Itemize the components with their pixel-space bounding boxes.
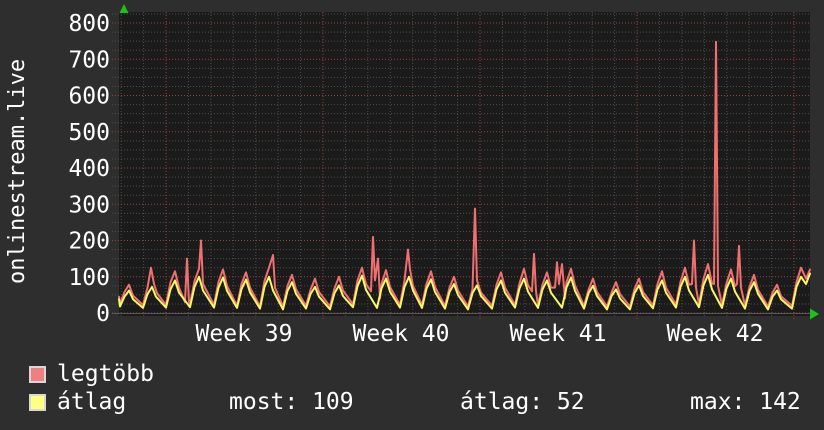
stat-max: max: 142 xyxy=(690,389,801,415)
x-tick-label: Week 41 xyxy=(510,321,607,347)
y-tick-label: 0 xyxy=(96,301,110,327)
y-tick-label: 800 xyxy=(68,11,110,37)
y-tick-label: 200 xyxy=(68,229,110,255)
series-line-legtobb xyxy=(118,40,811,308)
x-tick-label: Week 42 xyxy=(667,321,764,347)
x-tick-label: Week 40 xyxy=(353,321,450,347)
y-tick-label: 500 xyxy=(68,120,110,146)
legend-swatch-atlag xyxy=(29,394,46,411)
x-tick-label: Week 39 xyxy=(196,321,293,347)
y-tick-label: 300 xyxy=(68,192,110,218)
y-tick-label: 400 xyxy=(68,156,110,182)
y-tick-label: 700 xyxy=(68,47,110,73)
y-axis-arrow-icon xyxy=(119,4,129,13)
x-axis-arrow-icon xyxy=(810,308,819,320)
legend-swatch-legtobb xyxy=(29,366,46,383)
vertical-axis-title: onlinestream.live xyxy=(5,58,30,284)
stat-atlag: átlag: 52 xyxy=(460,389,585,415)
y-tick-label: 600 xyxy=(68,84,110,110)
stat-most: most: 109 xyxy=(229,389,354,415)
legend-label-legtobb: legtöbb xyxy=(57,361,154,387)
legend-label-atlag: átlag xyxy=(57,389,127,415)
y-tick-label: 100 xyxy=(68,265,110,291)
series-line-atlag xyxy=(118,272,811,311)
